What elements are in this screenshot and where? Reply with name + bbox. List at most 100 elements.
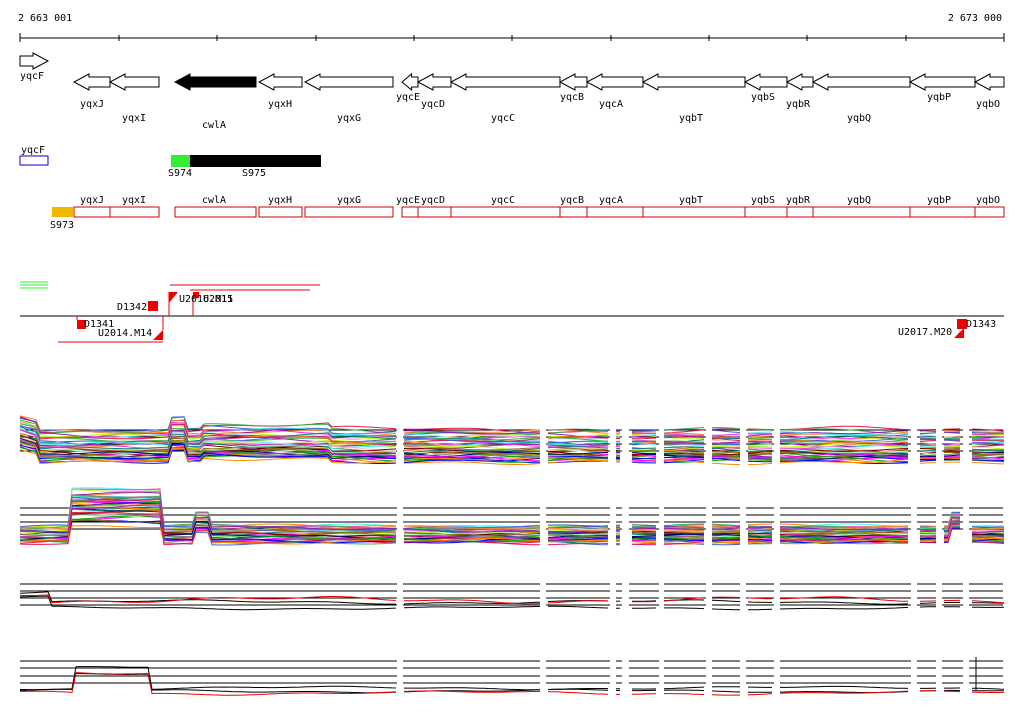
- reverse-gene-box[interactable]: [786, 206, 814, 218]
- gene-yqca[interactable]: yqcA: [585, 73, 644, 110]
- reverse-gene-box[interactable]: [304, 206, 394, 218]
- marker-d1342-box[interactable]: [148, 301, 158, 311]
- gene-yqxj[interactable]: yqxJ: [72, 73, 111, 110]
- gene-arrow[interactable]: [416, 73, 452, 91]
- gene-arrow[interactable]: [173, 73, 257, 91]
- coord-start-label: 2 663 001: [18, 13, 73, 24]
- gene-yqbo[interactable]: yqbO: [973, 73, 1005, 110]
- gene-yqbp[interactable]: yqbP: [908, 73, 976, 103]
- gene-label: cwlA: [202, 120, 226, 131]
- gene-label: yqcA: [599, 99, 623, 110]
- gene-arrow[interactable]: [743, 73, 788, 91]
- gene-arrow[interactable]: [811, 73, 911, 91]
- gene-yqcb[interactable]: yqcB: [558, 73, 588, 103]
- reverse-gene-box[interactable]: [417, 206, 452, 218]
- reverse-gene-yqbo[interactable]: yqbO: [974, 195, 1005, 218]
- gene-arrow[interactable]: [449, 73, 561, 91]
- reverse-gene-yqbr[interactable]: yqbR: [786, 195, 814, 218]
- reverse-gene-yqcd[interactable]: yqcD: [417, 195, 452, 218]
- gene-yqbr[interactable]: yqbR: [785, 73, 814, 110]
- reverse-gene-box[interactable]: [642, 206, 746, 218]
- gene-yqbs[interactable]: yqbS: [743, 73, 788, 103]
- reverse-gene-yqbp[interactable]: yqbP: [909, 195, 976, 218]
- gene-arrow[interactable]: [585, 73, 644, 91]
- gene-label: yqcB: [560, 92, 584, 103]
- gene-arrow[interactable]: [303, 73, 394, 91]
- reverse-gene-label: yqcB: [560, 195, 584, 206]
- segment-s975-bar[interactable]: [190, 155, 321, 167]
- reverse-gene-label: yqcA: [599, 195, 623, 206]
- gene-arrow[interactable]: [108, 73, 160, 91]
- gene-cwla[interactable]: cwlA: [173, 73, 257, 131]
- reverse-gene-label: cwlA: [202, 195, 226, 206]
- gene-arrow[interactable]: [19, 52, 50, 70]
- segment-s974-bar[interactable]: [171, 155, 190, 167]
- gene-arrow[interactable]: [973, 73, 1005, 91]
- reverse-gene-box[interactable]: [744, 206, 788, 218]
- marker-d1341-box[interactable]: [77, 320, 86, 329]
- gene-label: yqbS: [751, 92, 775, 103]
- marker-u2017-label: U2017.M20: [898, 327, 952, 338]
- reverse-gene-yqxg[interactable]: yqxG: [304, 195, 394, 218]
- reverse-gene-yqca[interactable]: yqcA: [586, 195, 644, 218]
- gene-yqxh[interactable]: yqxH: [257, 73, 303, 110]
- reverse-gene-box[interactable]: [559, 206, 588, 218]
- reverse-gene-cwla[interactable]: cwlA: [174, 195, 257, 218]
- gene-yqcf[interactable]: yqcF: [19, 52, 50, 82]
- green-lines: [20, 281, 48, 289]
- reverse-gene-label: yqbR: [786, 195, 811, 206]
- reverse-gene-yqcb[interactable]: yqcB: [559, 195, 588, 218]
- marker-d1343-box[interactable]: [957, 319, 967, 329]
- gene-arrow[interactable]: [558, 73, 588, 91]
- reverse-gene-box[interactable]: [586, 206, 644, 218]
- reverse-gene-box[interactable]: [258, 206, 303, 218]
- reverse-gene-box[interactable]: [974, 206, 1005, 218]
- gene-label: yqcF: [20, 71, 44, 82]
- reverse-gene-yqbs[interactable]: yqbS: [744, 195, 788, 218]
- marker-d1343-label: D1343: [966, 319, 996, 330]
- marker-d1341-label: D1341: [84, 319, 114, 330]
- reverse-gene-box[interactable]: [401, 206, 419, 218]
- reverse-gene-box[interactable]: [174, 206, 257, 218]
- reverse-gene-yqxh[interactable]: yqxH: [258, 195, 303, 218]
- reverse-gene-label: yqbT: [679, 195, 703, 206]
- reverse-gene-box[interactable]: [812, 206, 911, 218]
- reverse-gene-yqcc[interactable]: yqcC: [450, 195, 561, 218]
- reverse-gene-yqxj[interactable]: yqxJ: [73, 195, 111, 218]
- gene-yqxg[interactable]: yqxG: [303, 73, 394, 124]
- segment-s973-bar[interactable]: [52, 207, 73, 217]
- reverse-gene-box[interactable]: [909, 206, 976, 218]
- new-gene-track: yqcF: [19, 145, 49, 166]
- gene-yqcc[interactable]: yqcC: [449, 73, 561, 124]
- gene-arrow[interactable]: [908, 73, 976, 91]
- gene-label: yqcE: [396, 92, 420, 103]
- gene-yqbq[interactable]: yqbQ: [811, 73, 911, 124]
- reverse-gene-yqce[interactable]: yqcE: [396, 195, 420, 218]
- reverse-gene-box[interactable]: [73, 206, 111, 218]
- gene-label: yqbQ: [847, 113, 871, 124]
- gene-yqcd[interactable]: yqcD: [416, 73, 452, 110]
- gene-arrow[interactable]: [641, 73, 746, 91]
- expression-track-4: [19, 657, 1005, 696]
- reverse-gene-yqxi[interactable]: yqxI: [109, 195, 160, 218]
- gene-yqce[interactable]: yqcE: [396, 72, 420, 103]
- gene-yqxi[interactable]: yqxI: [108, 73, 160, 124]
- reverse-gene-track: S973 yqxJ yqxI cwlA yqxH yqxG yqcE yqcD yqcC yqc…: [50, 195, 1005, 231]
- marker-u2014-label: U2014.M14: [98, 328, 152, 339]
- reverse-gene-yqbt[interactable]: yqbT: [642, 195, 746, 218]
- gene-arrow[interactable]: [72, 73, 111, 91]
- gene-yqbt[interactable]: yqbT: [641, 73, 746, 124]
- reverse-gene-box[interactable]: [109, 206, 160, 218]
- gene-arrow[interactable]: [401, 72, 419, 92]
- gene-label: yqxH: [268, 99, 292, 110]
- gene-arrow[interactable]: [785, 73, 814, 91]
- reverse-gene-box[interactable]: [450, 206, 561, 218]
- reverse-gene-yqbq[interactable]: yqbQ: [812, 195, 911, 218]
- gene-arrow[interactable]: [257, 73, 303, 91]
- reverse-gene-label: yqcD: [421, 195, 445, 206]
- gene-label: yqbT: [679, 113, 703, 124]
- expression-profile-tracks: [19, 415, 1005, 696]
- gene-label: yqxJ: [80, 99, 104, 110]
